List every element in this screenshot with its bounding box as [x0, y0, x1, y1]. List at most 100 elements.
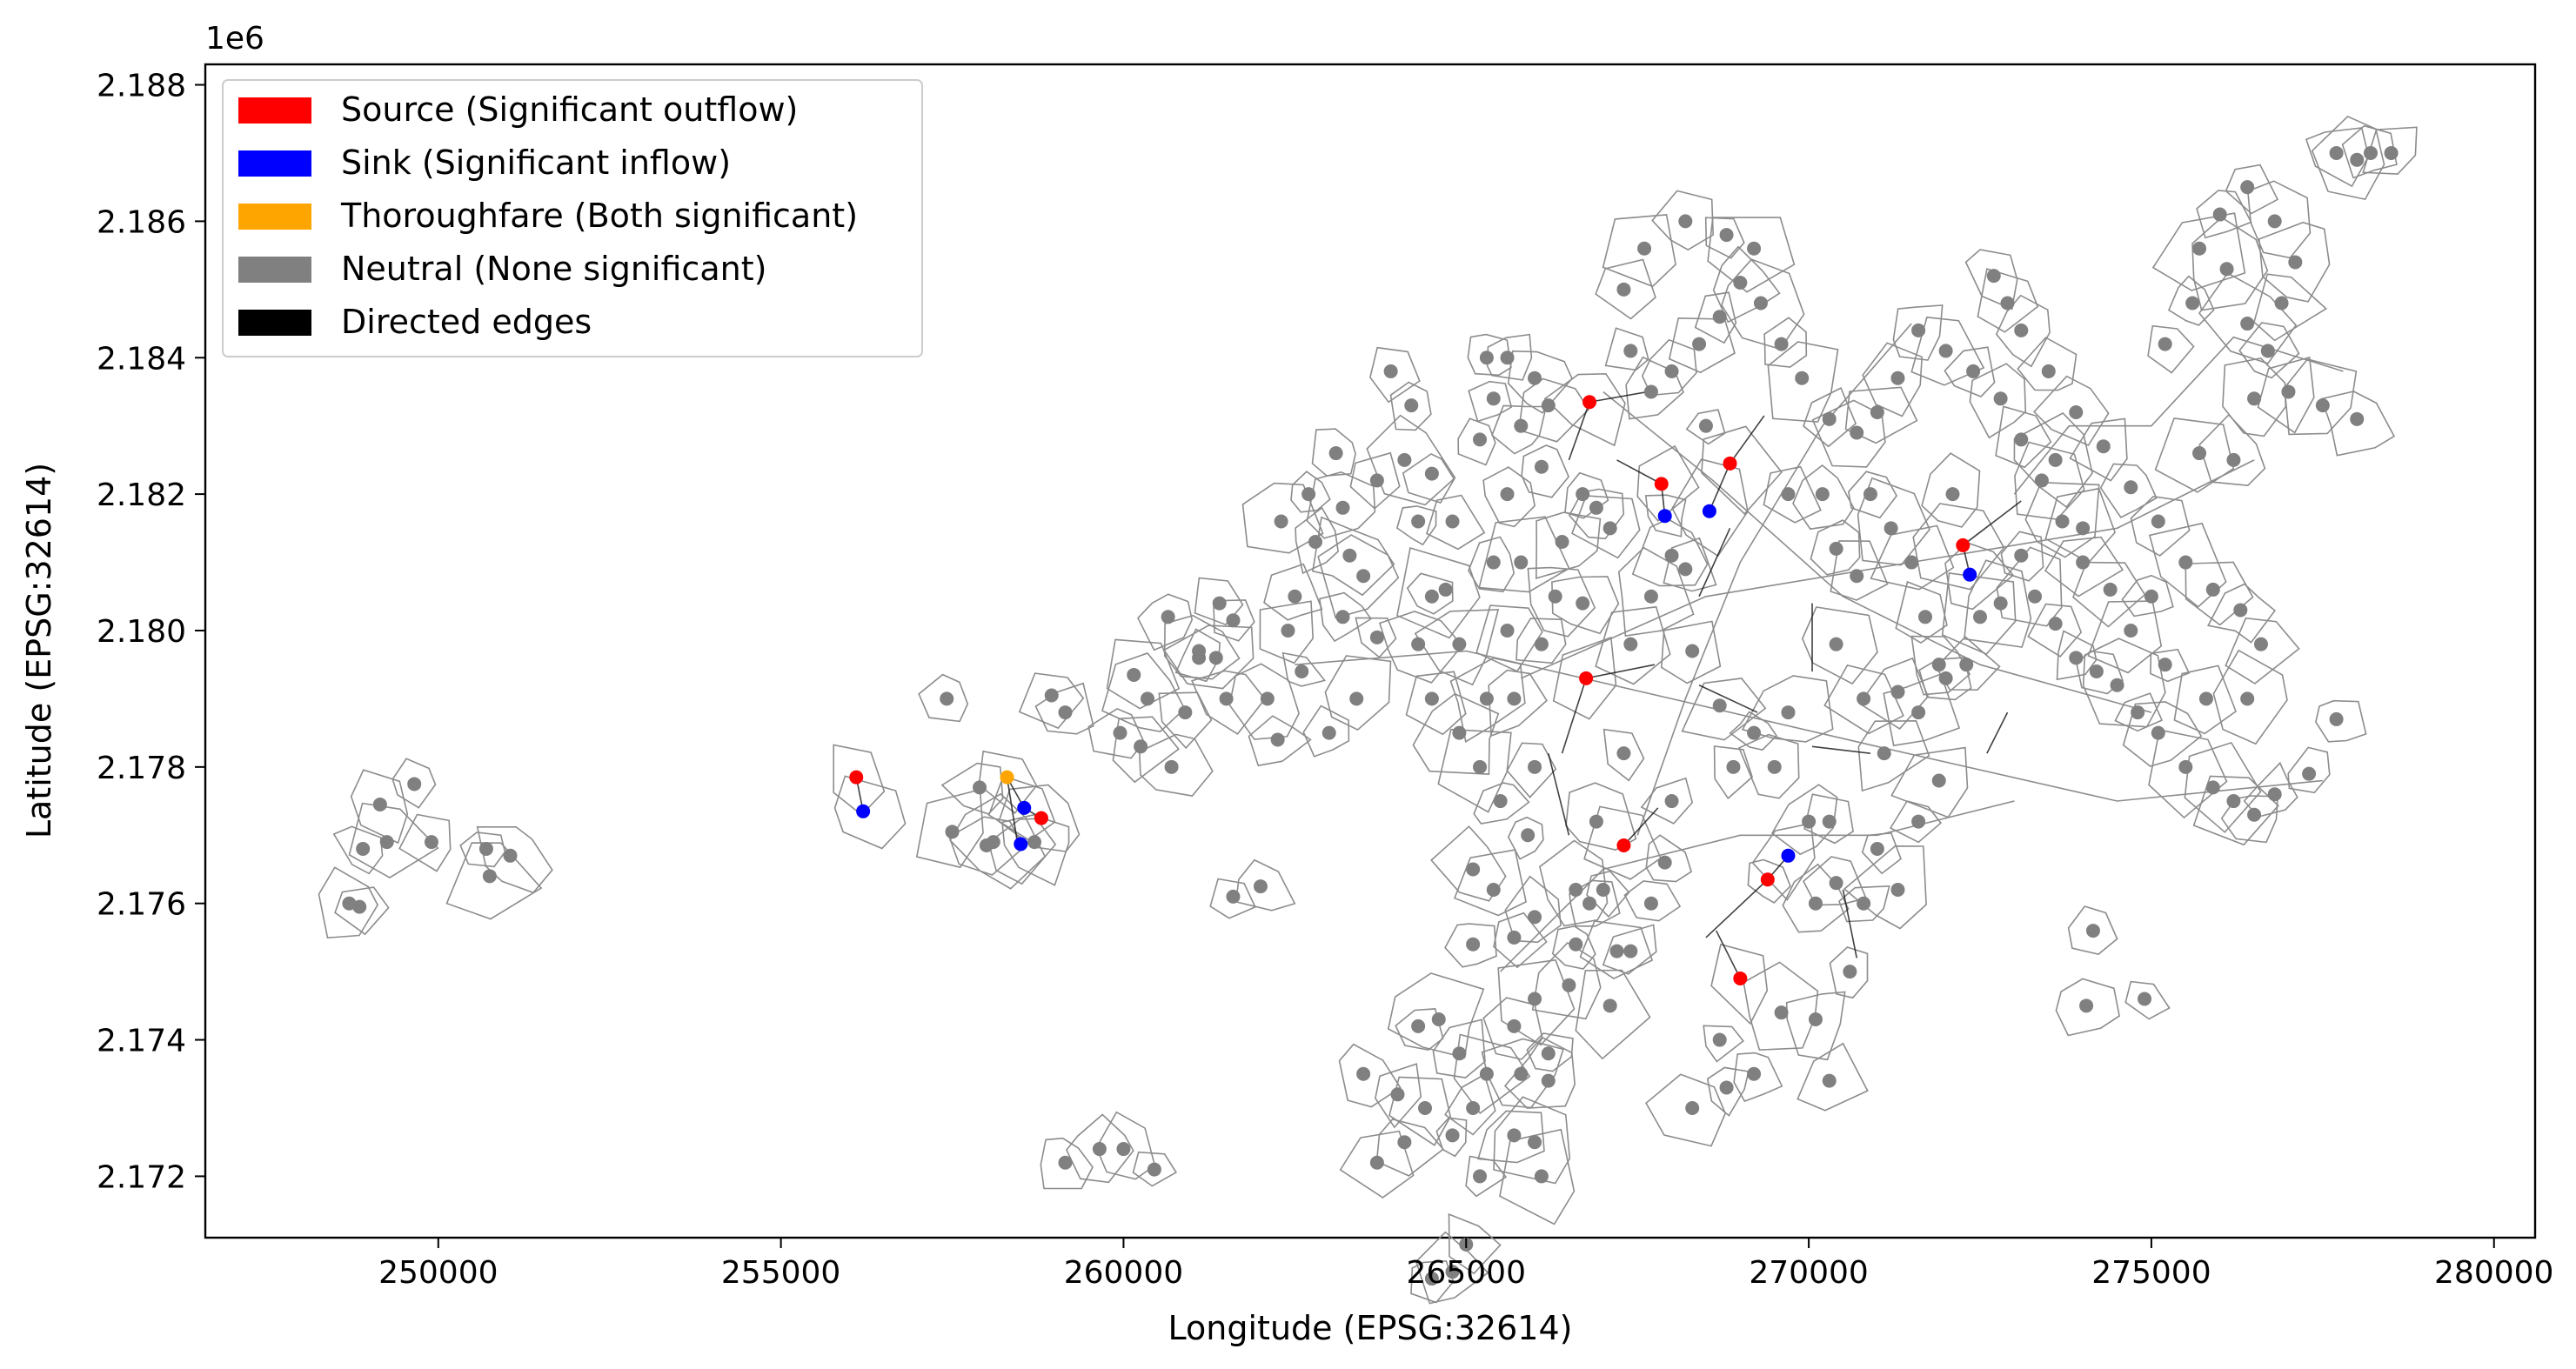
district-boundary [1668, 317, 1736, 374]
neutral-point [1712, 310, 1727, 324]
neutral-point [1548, 589, 1562, 604]
source-point [1760, 872, 1775, 887]
neutral-point [1528, 910, 1542, 925]
y-axis-ticks: 2.172 2.174 2.176 2.178 2.180 2.182 2.184 2.186… [97, 69, 205, 1195]
neutral-point [1092, 1142, 1107, 1157]
district-boundary [940, 762, 1004, 815]
neutral-point [1445, 1128, 1460, 1143]
district-boundary [1163, 614, 1241, 680]
neutral-point [1685, 644, 1700, 658]
legend-label: Source (Significant outflow) [341, 90, 798, 129]
neutral-point [1466, 937, 1481, 952]
neutral-point [1904, 555, 1919, 570]
neutral-point [1212, 596, 1227, 611]
district-boundary [1743, 961, 1819, 1051]
district-boundary [1465, 1155, 1508, 1198]
neutral-point [2158, 658, 2172, 672]
district-boundary [2222, 357, 2287, 437]
neutral-point [1500, 487, 1515, 502]
district-boundary [2320, 391, 2396, 457]
neutral-point [2253, 637, 2268, 651]
district-boundary [1552, 636, 1617, 720]
neutral-point [973, 780, 987, 795]
neutral-point [2302, 766, 2317, 781]
district-boundary [1366, 414, 1456, 506]
district-boundary [1499, 1128, 1576, 1225]
neutral-point [2247, 391, 2262, 406]
neutral-point [1877, 746, 1891, 761]
legend-label: Thoroughfare (Both significant) [340, 197, 858, 235]
district-boundary [2148, 729, 2228, 819]
neutral-point [1822, 1073, 1837, 1088]
neutral-point [1623, 944, 1638, 958]
neutral-point [1712, 1032, 1727, 1047]
district-boundary [1349, 451, 1401, 510]
district-boundary [1488, 669, 1548, 738]
district-boundary [1478, 516, 1570, 593]
neutral-point [2151, 725, 2165, 740]
district-boundary [1324, 655, 1392, 731]
sink-point [856, 804, 871, 818]
boundary-road [1636, 323, 1912, 836]
district-boundary [1535, 511, 1602, 579]
neutral-point [2034, 473, 2049, 488]
neutral-point [1301, 487, 1316, 502]
neutral-point [2085, 924, 2100, 938]
district-boundary [2284, 358, 2358, 436]
neutral-point [1692, 337, 1707, 351]
district-boundary [1468, 380, 1513, 423]
district-boundary [2173, 664, 2237, 735]
neutral-point [1911, 705, 1926, 720]
neutral-point [1226, 613, 1241, 628]
neutral-point [1753, 296, 1768, 311]
neutral-point [1027, 835, 1042, 850]
district-boundary [1174, 628, 1221, 683]
district-boundary [1733, 1052, 1783, 1103]
neutral-point [1445, 514, 1460, 529]
district-boundary [1319, 591, 1373, 643]
neutral-point [2240, 691, 2255, 706]
neutral-point [2267, 214, 2282, 229]
neutral-point [1424, 1272, 1439, 1286]
legend-swatch [238, 97, 311, 124]
district-boundary [1481, 1038, 1564, 1109]
district-boundary [1302, 705, 1350, 758]
neutral-point [1747, 241, 1762, 256]
neutral-point [2198, 691, 2213, 706]
source-point [849, 770, 864, 785]
district-boundary [1448, 1212, 1502, 1275]
district-boundary [1564, 471, 1609, 519]
district-boundary [391, 758, 437, 809]
neutral-point [1164, 759, 1179, 774]
district-boundary [1410, 1259, 1455, 1304]
district-boundary [1065, 1113, 1134, 1184]
sink-point [1657, 509, 1672, 524]
neutral-point [1795, 371, 1810, 385]
district-boundary [2206, 583, 2277, 644]
district-boundary [1641, 338, 1697, 397]
neutral-point [1058, 705, 1073, 720]
neutral-point [503, 848, 518, 863]
district-boundary [1389, 381, 1432, 431]
neutral-point [1802, 814, 1817, 829]
y-offset-label: 1e6 [205, 21, 264, 57]
district-boundary [1712, 245, 1781, 324]
district-boundary [1838, 885, 1890, 923]
legend-label: Sink (Significant inflow) [341, 144, 731, 182]
neutral-point [1829, 876, 1843, 891]
neutral-point [1500, 623, 1515, 638]
district-boundary [1375, 1063, 1422, 1129]
neutral-point [1931, 658, 1946, 672]
district-boundary [1468, 536, 1515, 593]
neutral-point [1623, 637, 1638, 651]
neutral-point [1616, 282, 1631, 297]
directed-edge [1568, 401, 1590, 461]
neutral-point [1973, 610, 1988, 624]
district-boundary [2225, 164, 2279, 215]
neutral-point [1808, 1012, 1823, 1027]
district-boundary [1921, 452, 1981, 528]
district-boundary [1801, 606, 1878, 685]
neutral-point [1589, 814, 1603, 829]
neutral-point [478, 841, 493, 856]
legend-label: Directed edges [341, 303, 592, 341]
